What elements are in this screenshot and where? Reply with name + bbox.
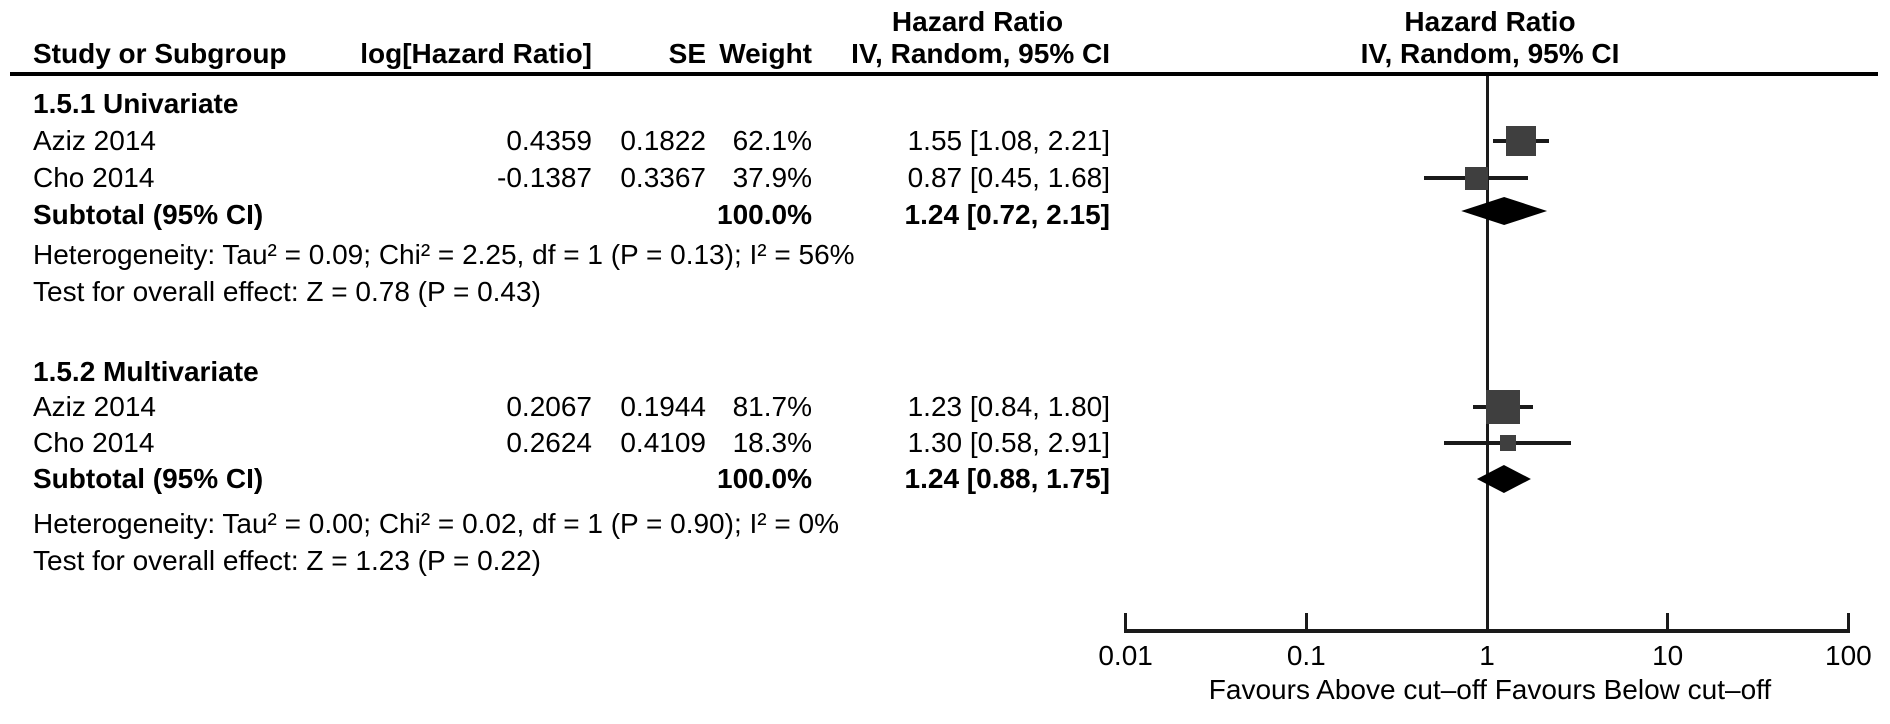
- effect-title-left: Hazard Ratio: [891, 6, 1064, 37]
- heterogeneity-text: Heterogeneity: Tau² = 0.00; Chi² = 0.02,…: [33, 508, 839, 539]
- subtotal-label: Subtotal (95% CI): [33, 463, 264, 494]
- col-header-loghr: log[Hazard Ratio]: [360, 38, 592, 69]
- study-se: 0.1822: [620, 125, 706, 156]
- header-rule: [10, 72, 1878, 76]
- study-ci: 1.23 [0.84, 1.80]: [907, 391, 1110, 422]
- null-effect-line: [1485, 76, 1489, 633]
- axis-tick-label: 100: [1825, 640, 1872, 671]
- col-header-se: SE: [668, 38, 706, 69]
- axis-tick-label: 10: [1652, 640, 1684, 671]
- study-loghr: -0.1387: [497, 162, 592, 193]
- axis-tick-label: 1: [1479, 640, 1495, 671]
- study-loghr: 0.2067: [506, 391, 592, 422]
- study-ci: 0.87 [0.45, 1.68]: [907, 162, 1110, 193]
- col-header-ci-left: IV, Random, 95% CI: [851, 38, 1110, 69]
- subtotal-weight: 100.0%: [717, 199, 812, 230]
- heterogeneity-text: Heterogeneity: Tau² = 0.09; Chi² = 2.25,…: [33, 239, 855, 270]
- col-header-weight: Weight: [719, 38, 812, 69]
- study-loghr: 0.4359: [506, 125, 592, 156]
- study-weight: 62.1%: [732, 125, 812, 156]
- study-weight: 18.3%: [732, 427, 812, 458]
- subtotal-weight: 100.0%: [717, 463, 812, 494]
- axis-tick: [1304, 613, 1308, 631]
- study-name: Cho 2014: [33, 162, 155, 193]
- study-loghr: 0.2624: [506, 427, 592, 458]
- col-header-study: Study or Subgroup: [33, 38, 287, 69]
- subtotal-diamond: [1461, 197, 1548, 225]
- axis-tick-label: 0.1: [1286, 640, 1326, 671]
- study-se: 0.4109: [620, 427, 706, 458]
- subtotal-ci: 1.24 [0.72, 2.15]: [904, 199, 1110, 230]
- axis-footer-label: Favours Above cut–off Favours Below cut–…: [1140, 673, 1840, 707]
- x-axis: [1124, 629, 1850, 633]
- effect-square: [1499, 435, 1516, 451]
- effect-square: [1464, 166, 1488, 190]
- overall-effect-text: Test for overall effect: Z = 0.78 (P = 0…: [33, 276, 541, 307]
- subtotal-ci: 1.24 [0.88, 1.75]: [904, 463, 1110, 494]
- axis-tick: [1846, 613, 1850, 631]
- axis-tick-label: 0.01: [1098, 640, 1153, 671]
- subtotal-label: Subtotal (95% CI): [33, 199, 264, 230]
- study-ci: 1.55 [1.08, 2.21]: [907, 125, 1110, 156]
- study-se: 0.1944: [620, 391, 706, 422]
- favours-left-label: Favours Above cut–off: [1208, 674, 1487, 705]
- favours-right-label: Favours Below cut–off: [1494, 674, 1772, 705]
- study-name: Aziz 2014: [33, 125, 156, 156]
- study-name: Cho 2014: [33, 427, 155, 458]
- subgroup-header-multivariate: 1.5.2 Multivariate: [33, 356, 259, 387]
- effect-square: [1486, 390, 1521, 424]
- study-weight: 81.7%: [732, 391, 812, 422]
- axis-tick: [1666, 613, 1670, 631]
- subgroup-header-univariate: 1.5.1 Univariate: [33, 88, 239, 119]
- effect-square: [1506, 126, 1537, 156]
- overall-effect-text: Test for overall effect: Z = 1.23 (P = 0…: [33, 545, 541, 576]
- study-se: 0.3367: [620, 162, 706, 193]
- study-weight: 37.9%: [732, 162, 812, 193]
- study-ci: 1.30 [0.58, 2.91]: [907, 427, 1110, 458]
- study-name: Aziz 2014: [33, 391, 156, 422]
- effect-title-right: Hazard Ratio: [1404, 6, 1576, 37]
- col-header-ci-right: IV, Random, 95% CI: [1360, 38, 1620, 69]
- axis-tick: [1124, 613, 1128, 631]
- axis-tick: [1485, 613, 1489, 631]
